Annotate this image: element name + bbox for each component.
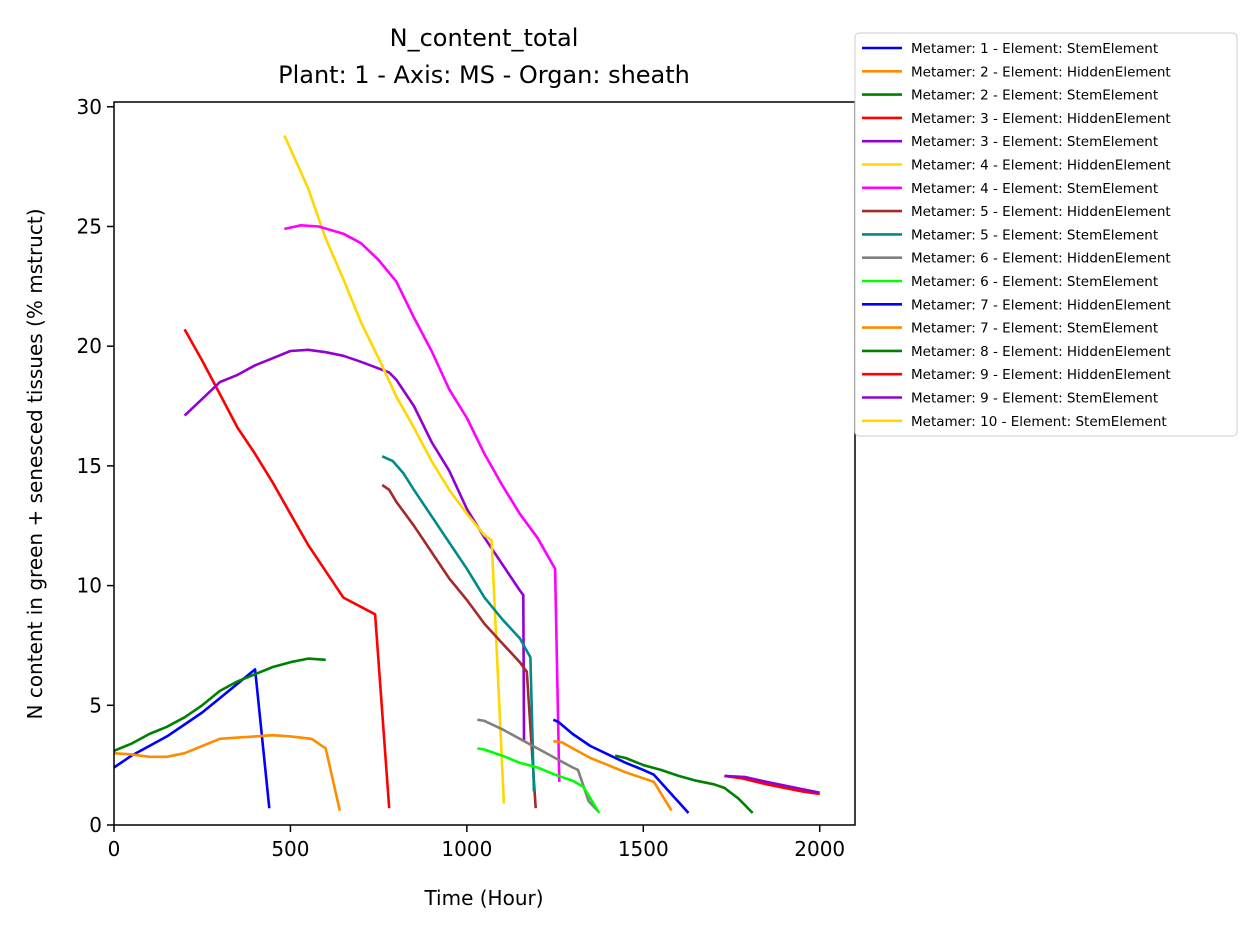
series-line-11: [477, 747, 601, 814]
legend-entry: Metamer: 3 - Element: HiddenElement: [911, 111, 1171, 127]
plot-area-frame: [113, 101, 856, 826]
series-line-3: [113, 657, 326, 753]
series-line-1: [113, 668, 271, 809]
y-tick-label: 5: [89, 693, 102, 717]
y-tick-label: 10: [77, 574, 102, 598]
series-line-7: [284, 224, 561, 782]
legend-entry: Metamer: 5 - Element: StemElement: [911, 227, 1158, 243]
plot-series: [113, 134, 820, 814]
legend-entry: Metamer: 6 - Element: StemElement: [911, 274, 1158, 290]
series-line-2: [113, 733, 342, 811]
legend-entry: Metamer: 3 - Element: StemElement: [911, 134, 1158, 150]
legend-entry: Metamer: 4 - Element: StemElement: [911, 181, 1158, 197]
y-tick-label: 0: [89, 813, 102, 837]
legend-entry: Metamer: 8 - Element: HiddenElement: [911, 344, 1171, 360]
legend: Metamer: 1 - Element: StemElement Metamer…: [854, 32, 1238, 437]
series-line-14: [614, 754, 754, 814]
x-tick-label: 1500: [618, 837, 669, 861]
y-tick-label: 15: [77, 454, 102, 478]
legend-frame: [854, 32, 1238, 437]
y-axis-ticks: 0 5 10 15 20 25 30: [77, 95, 114, 837]
legend-entry: Metamer: 9 - Element: StemElement: [911, 391, 1158, 407]
y-tick-label: 20: [77, 334, 102, 358]
x-tick-label: 2000: [794, 837, 845, 861]
series-line-13: [553, 739, 673, 812]
chart-title: N_content_total: [390, 24, 579, 52]
x-axis-label: Time (Hour): [423, 886, 543, 910]
legend-entry: Metamer: 2 - Element: StemElement: [911, 88, 1158, 104]
chart-subtitle: Plant: 1 - Axis: MS - Organ: sheath: [278, 61, 690, 89]
x-tick-label: 1000: [441, 837, 492, 861]
series-line-12: [552, 718, 690, 814]
legend-entry: Metamer: 10 - Element: StemElement: [911, 414, 1167, 430]
series-line-8: [381, 483, 537, 809]
series-line-4: [183, 328, 391, 809]
x-tick-label: 500: [271, 837, 309, 861]
legend-entry: Metamer: 4 - Element: HiddenElement: [911, 158, 1171, 174]
legend-entry: Metamer: 5 - Element: HiddenElement: [911, 204, 1171, 220]
series-line-16: [724, 774, 820, 794]
series-line-6: [283, 134, 506, 804]
y-tick-label: 25: [77, 214, 102, 238]
legend-entry: Metamer: 7 - Element: StemElement: [911, 321, 1158, 337]
y-axis-label: N content in green + senesced tissues (%…: [23, 209, 47, 720]
series-line-10: [477, 718, 599, 812]
y-tick-label: 30: [77, 95, 102, 119]
x-tick-label: 0: [108, 837, 121, 861]
series-line-9: [381, 455, 536, 792]
legend-entry: Metamer: 7 - Element: HiddenElement: [911, 297, 1171, 313]
legend-entry: Metamer: 6 - Element: HiddenElement: [911, 251, 1171, 267]
legend-entry: Metamer: 1 - Element: StemElement: [911, 41, 1158, 57]
legend-entry: Metamer: 2 - Element: HiddenElement: [911, 64, 1171, 80]
legend-entry: Metamer: 9 - Element: HiddenElement: [911, 367, 1171, 383]
series-line-15: [724, 774, 820, 796]
x-axis-ticks: 0 500 1000 1500 2000: [108, 825, 845, 861]
